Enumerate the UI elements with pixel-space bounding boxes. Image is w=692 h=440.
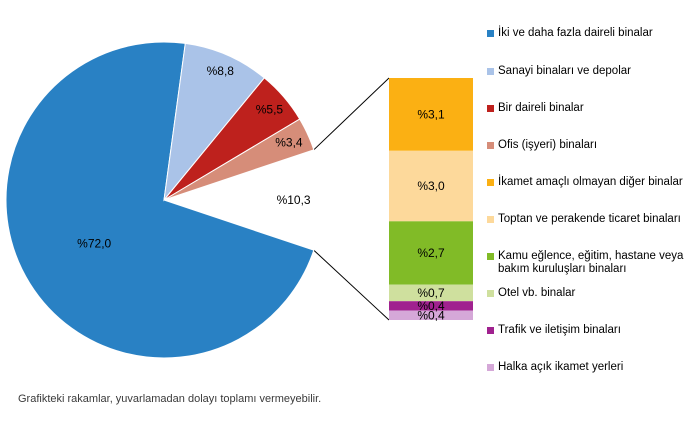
bar-segment-label-1: %3,0 bbox=[417, 179, 445, 193]
legend-swatch bbox=[487, 179, 494, 186]
legend-swatch bbox=[487, 253, 494, 260]
pie-slice-label-0: %72,0 bbox=[77, 236, 111, 250]
legend-item-label: Ofis (işyeri) binaları bbox=[498, 139, 598, 151]
pie-slice-1 bbox=[163, 42, 266, 202]
pie-slice-3 bbox=[163, 118, 315, 201]
legend-swatch bbox=[487, 105, 494, 112]
legend-item-label: İkamet amaçlı olmayan diğer binalar bbox=[498, 176, 683, 188]
legend-swatch bbox=[487, 142, 494, 149]
legend-swatch bbox=[487, 216, 494, 223]
bar-segment-label-3: %0,7 bbox=[417, 286, 445, 300]
legend-item-label: İki ve daha fazla daireli binalar bbox=[498, 27, 653, 39]
legend-item: Bir daireli binalar bbox=[487, 102, 692, 115]
legend-item-label: Sanayi binaları ve depolar bbox=[498, 65, 631, 77]
legend-item-label: Trafik ve iletişim binaları bbox=[498, 324, 621, 336]
breakout-bar bbox=[389, 78, 473, 320]
bar-segment-label-5: %0,4 bbox=[417, 308, 445, 322]
pie-slice-label-2: %5,5 bbox=[256, 102, 284, 116]
pie-slice-label-3: %3,4 bbox=[275, 136, 303, 150]
bar-segment-label-0: %3,1 bbox=[417, 107, 445, 121]
bar-segment-1 bbox=[389, 150, 473, 222]
legend-item: Sanayi binaları ve depolar bbox=[487, 65, 692, 78]
legend-swatch bbox=[487, 327, 494, 334]
pie-slice-4 bbox=[164, 149, 322, 251]
pie-slice-label-1: %8,8 bbox=[207, 64, 235, 78]
bar-of-pie-chart: %72,0%8,8%5,5%3,4%10,3%3,1%3,0%2,7%0,7%0… bbox=[5, 41, 473, 359]
legend-item: Kamu eğlence, eğitim, hastane veya bakım… bbox=[487, 250, 692, 276]
legend-item: Otel vb. binalar bbox=[487, 287, 692, 300]
chart-legend: İki ve daha fazla daireli binalar Sanayi … bbox=[487, 0, 692, 440]
legend-swatch bbox=[487, 68, 494, 75]
legend-item-label: Bir daireli binalar bbox=[498, 102, 584, 114]
connector-line-bottom bbox=[313, 249, 390, 321]
pie-slice-label-4: %10,3 bbox=[277, 193, 311, 207]
legend-item: İki ve daha fazla daireli binalar bbox=[487, 27, 692, 40]
connector-lines bbox=[313, 77, 390, 321]
legend-item: Toptan ve perakende ticaret binaları bbox=[487, 213, 692, 226]
chart-footnote: Grafikteki rakamlar, yuvarlamadan dolayı… bbox=[18, 393, 322, 405]
bar-segment-3 bbox=[389, 284, 473, 302]
bar-segment-label-4: %0,4 bbox=[417, 299, 445, 313]
legend-swatch bbox=[487, 364, 494, 371]
bar-segment-2 bbox=[389, 221, 473, 285]
legend-swatch bbox=[487, 290, 494, 297]
legend-item-label: Otel vb. binalar bbox=[498, 287, 576, 299]
bar-segment-label-2: %2,7 bbox=[417, 246, 445, 260]
legend-item: İkamet amaçlı olmayan diğer binalar bbox=[487, 176, 692, 189]
legend-item: Halka açık ikamet yerleri bbox=[487, 361, 692, 374]
legend-item: Trafik ve iletişim binaları bbox=[487, 324, 692, 337]
legend-item-label: Toptan ve perakende ticaret binaları bbox=[498, 213, 681, 225]
connector-line-top bbox=[313, 77, 390, 151]
legend-swatch bbox=[487, 30, 494, 37]
legend-item: Ofis (işyeri) binaları bbox=[487, 139, 692, 152]
legend-item-label: Halka açık ikamet yerleri bbox=[498, 361, 624, 373]
pie-slice-0 bbox=[5, 41, 315, 359]
bar-segment-5 bbox=[389, 310, 473, 320]
pie bbox=[5, 41, 322, 359]
legend-item-label: Kamu eğlence, eğitim, hastane veya bakım… bbox=[498, 250, 684, 275]
bar-segment-4 bbox=[389, 301, 473, 311]
bar-segment-0 bbox=[389, 78, 473, 151]
